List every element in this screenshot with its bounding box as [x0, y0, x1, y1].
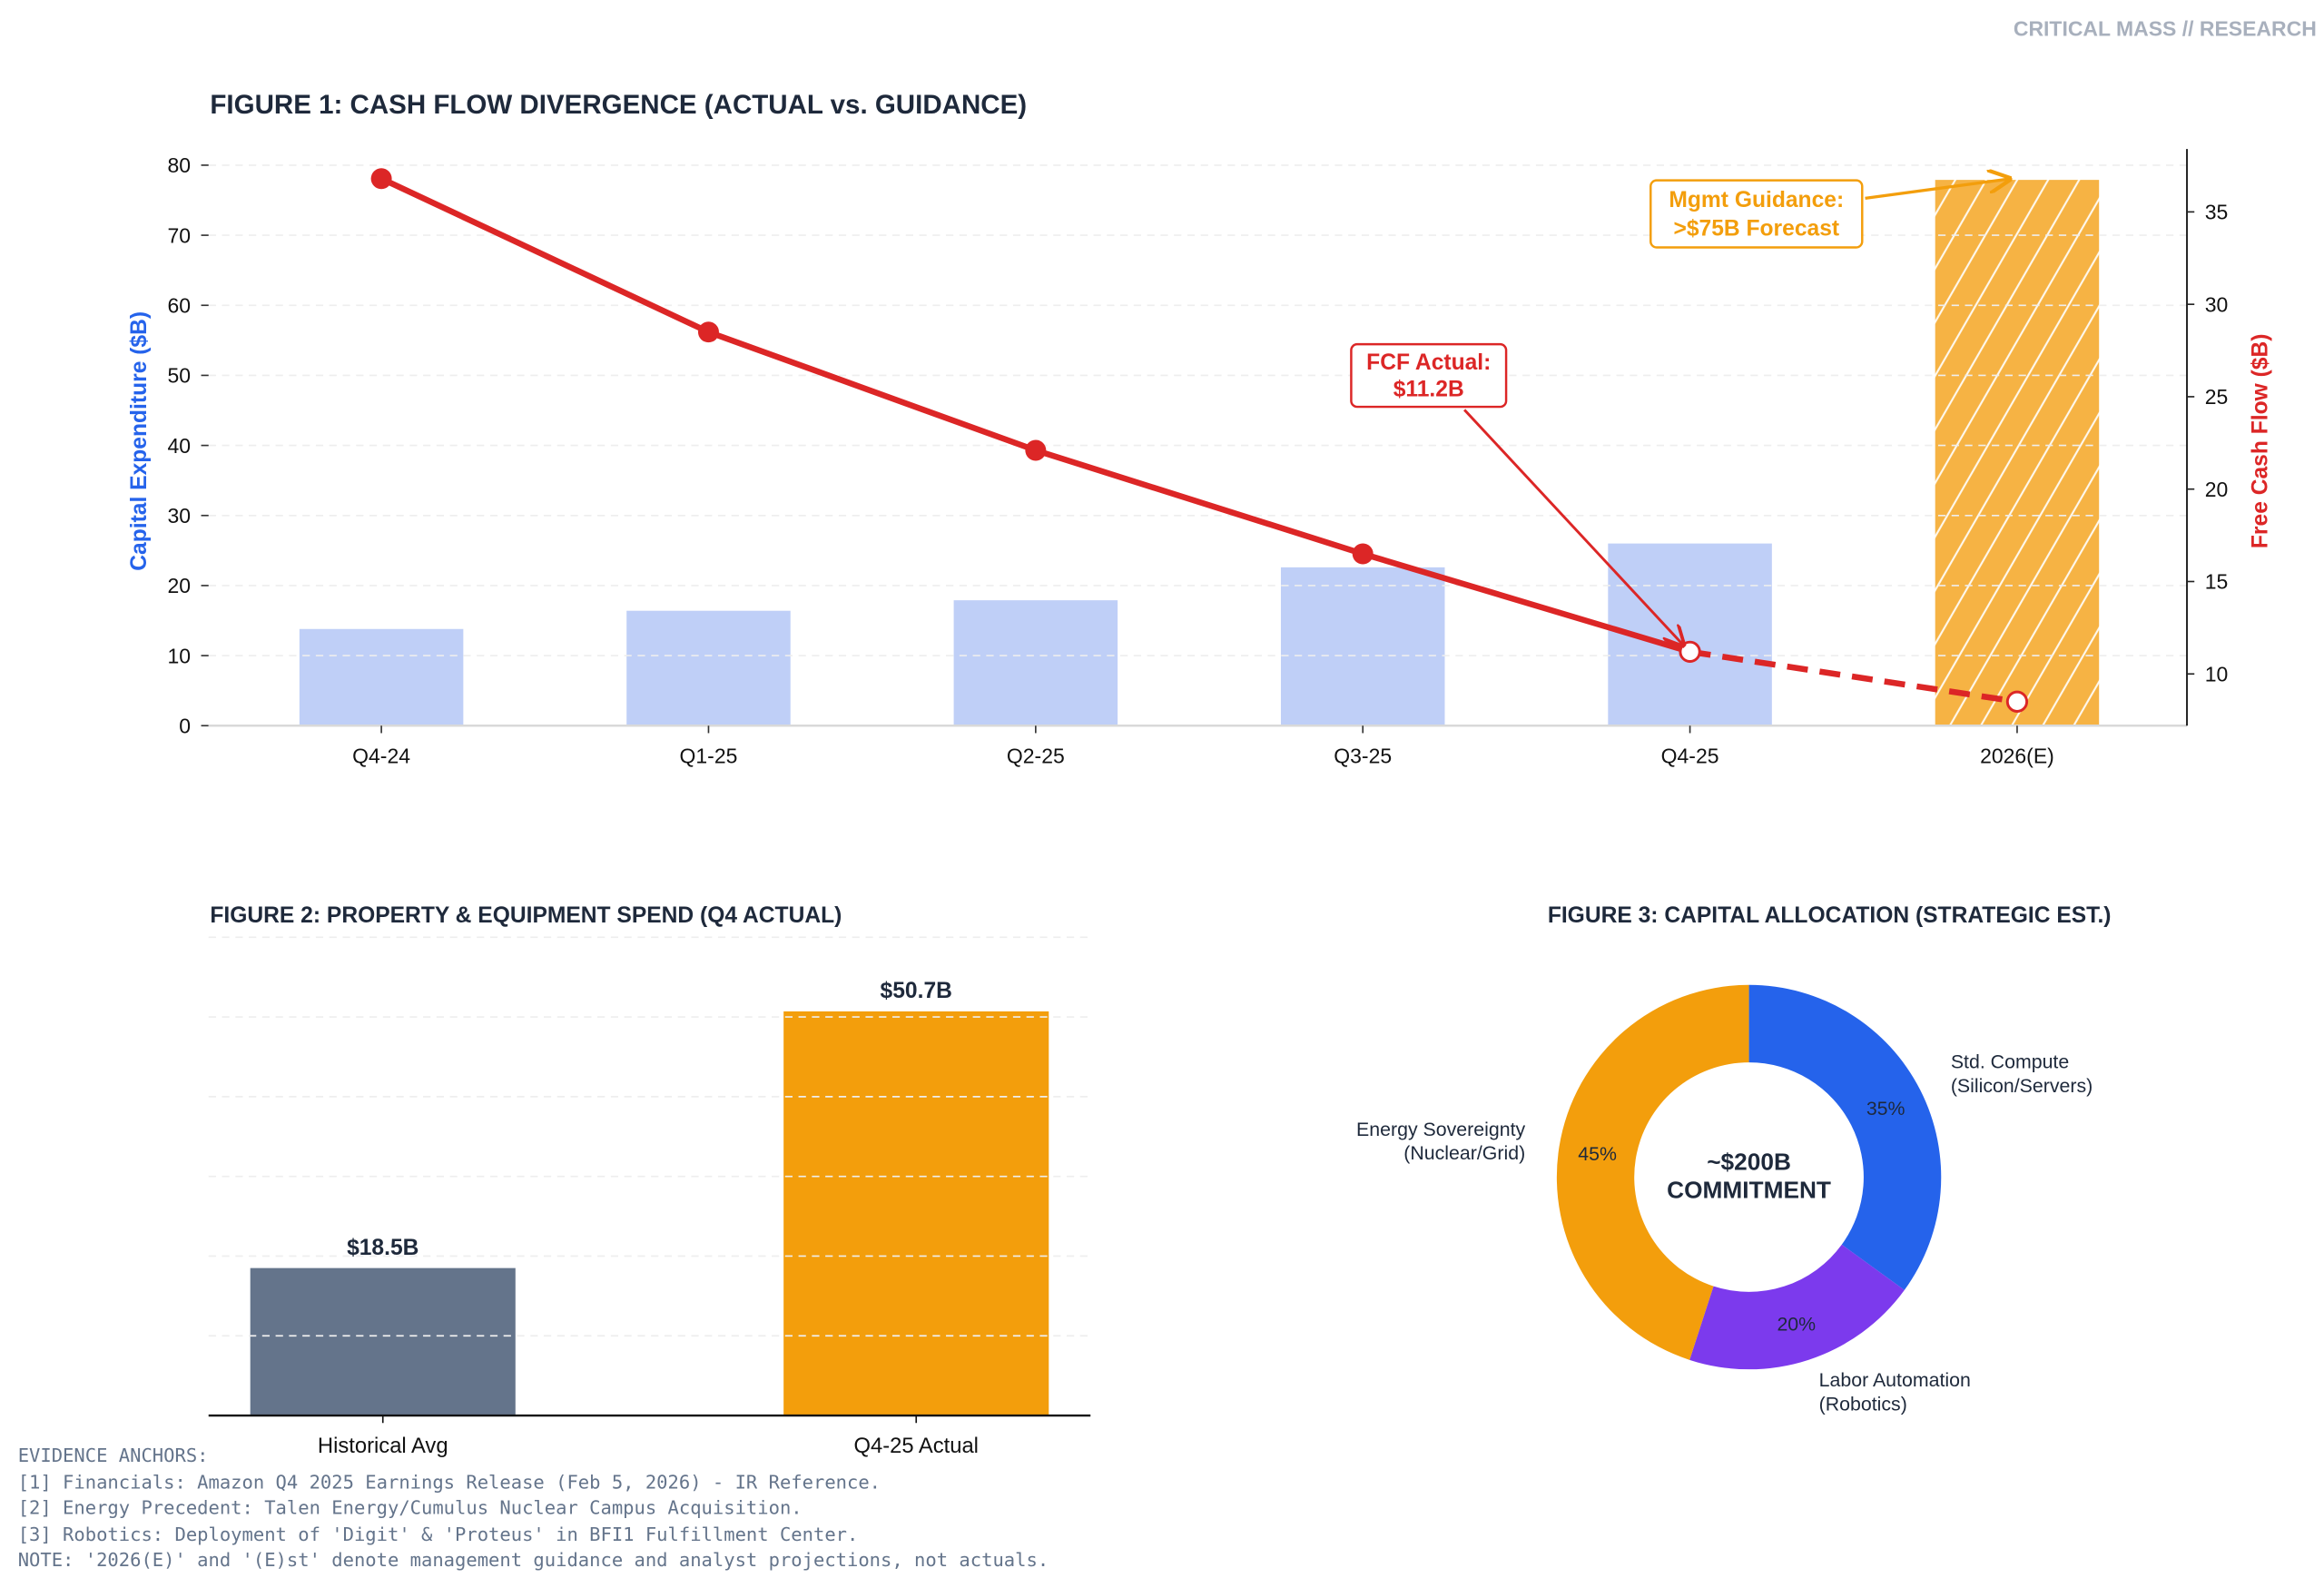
donut-slice: [1689, 1244, 1905, 1370]
footer-line: EVIDENCE ANCHORS:: [18, 1445, 209, 1466]
y-tick-label: 20: [167, 574, 191, 597]
footer-line: [3] Robotics: Deployment of 'Digit' & 'P…: [18, 1524, 859, 1545]
capex-bar: [953, 600, 1118, 726]
y-tick-label: 60: [167, 293, 191, 317]
spend-bar: [250, 1267, 516, 1416]
footer-line: [1] Financials: Amazon Q4 2025 Earnings …: [18, 1471, 881, 1493]
figure1-y2label: Free Cash Flow ($B): [2249, 334, 2273, 549]
slice-pct-label: 35%: [1866, 1098, 1905, 1119]
y-tick-label: 50: [167, 364, 191, 388]
fcf-point: [2005, 690, 2029, 713]
y2-tick-label: 20: [2205, 478, 2229, 501]
guidance-annotation: Mgmt Guidance: >$75B Forecast: [1649, 179, 2009, 249]
fcf-annotation-line1: FCF Actual:: [1366, 350, 1491, 375]
x-tick-label: Q4-25 Actual: [853, 1434, 978, 1458]
figure2-title: FIGURE 2: PROPERTY & EQUIPMENT SPEND (Q4…: [210, 903, 842, 928]
y2-tick-label: 35: [2205, 201, 2229, 224]
y-tick-label: 80: [167, 153, 191, 177]
x-tick-label: Q4-24: [352, 744, 410, 767]
guidance-annotation-line1: Mgmt Guidance:: [1669, 188, 1844, 212]
fcf-point: [370, 168, 392, 190]
fcf-point: [1025, 439, 1047, 461]
x-tick-label: Q2-25: [1007, 744, 1065, 767]
slice-label: Std. Compute: [1951, 1051, 2069, 1073]
capex-bar: [299, 628, 464, 726]
figure3-title: FIGURE 3: CAPITAL ALLOCATION (STRATEGIC …: [1548, 903, 2112, 928]
bar-data-label: $50.7B: [881, 979, 952, 1003]
x-tick-label: Q3-25: [1334, 744, 1392, 767]
donut-center-line2: COMMITMENT: [1667, 1176, 1831, 1203]
donut-slice: [1748, 984, 1942, 1290]
capex-bar: [626, 610, 791, 726]
y2-tick-label: 10: [2205, 662, 2229, 685]
fcf-point: [697, 321, 719, 343]
y-tick-label: 10: [167, 644, 191, 667]
capex-bar: [1280, 567, 1445, 726]
slice-label: (Robotics): [1819, 1393, 1907, 1415]
x-tick-label: 2026(E): [1980, 744, 2054, 767]
slice-pct-label: 45%: [1578, 1143, 1617, 1165]
slice-pct-label: 20%: [1777, 1313, 1816, 1335]
x-tick-label: Historical Avg: [318, 1434, 448, 1458]
fcf-annotation: FCF Actual: $11.2B: [1350, 342, 1683, 645]
footer-line: NOTE: '2026(E)' and '(E)st' denote manag…: [18, 1549, 1049, 1571]
footer-line: [2] Energy Precedent: Talen Energy/Cumul…: [18, 1496, 803, 1518]
slice-label: (Silicon/Servers): [1951, 1075, 2093, 1097]
figure1-title: FIGURE 1: CASH FLOW DIVERGENCE (ACTUAL v…: [210, 90, 1027, 120]
figure1-ylabel: Capital Expenditure ($B): [127, 311, 152, 571]
y2-tick-label: 30: [2205, 292, 2229, 316]
y2-tick-label: 25: [2205, 385, 2229, 409]
guidance-bar: [1935, 180, 2100, 726]
x-tick-label: Q1-25: [680, 744, 738, 767]
fcf-point: [1352, 543, 1374, 565]
slice-label: (Nuclear/Grid): [1403, 1142, 1525, 1164]
y-tick-label: 40: [167, 434, 191, 458]
donut-slice: [1556, 984, 1749, 1360]
spend-bar: [783, 1011, 1049, 1416]
y2-tick-label: 15: [2205, 570, 2229, 594]
slice-label: Labor Automation: [1819, 1369, 1971, 1391]
x-tick-label: Q4-25: [1661, 744, 1719, 767]
y-tick-label: 30: [167, 504, 191, 528]
fcf-annotation-line2: $11.2B: [1393, 378, 1464, 402]
y-tick-label: 70: [167, 223, 191, 247]
slice-label: Energy Sovereignty: [1356, 1119, 1525, 1140]
guidance-annotation-line2: >$75B Forecast: [1673, 216, 1839, 241]
fcf-forecast-line: [1689, 648, 2018, 705]
fcf-line: [379, 175, 1691, 655]
donut-center-line1: ~$200B: [1707, 1148, 1791, 1175]
evidence-footer: EVIDENCE ANCHORS: [1] Financials: Amazon…: [18, 1445, 1049, 1571]
y-tick-label: 0: [179, 714, 191, 737]
watermark: CRITICAL MASS // RESEARCH: [2014, 16, 2317, 40]
